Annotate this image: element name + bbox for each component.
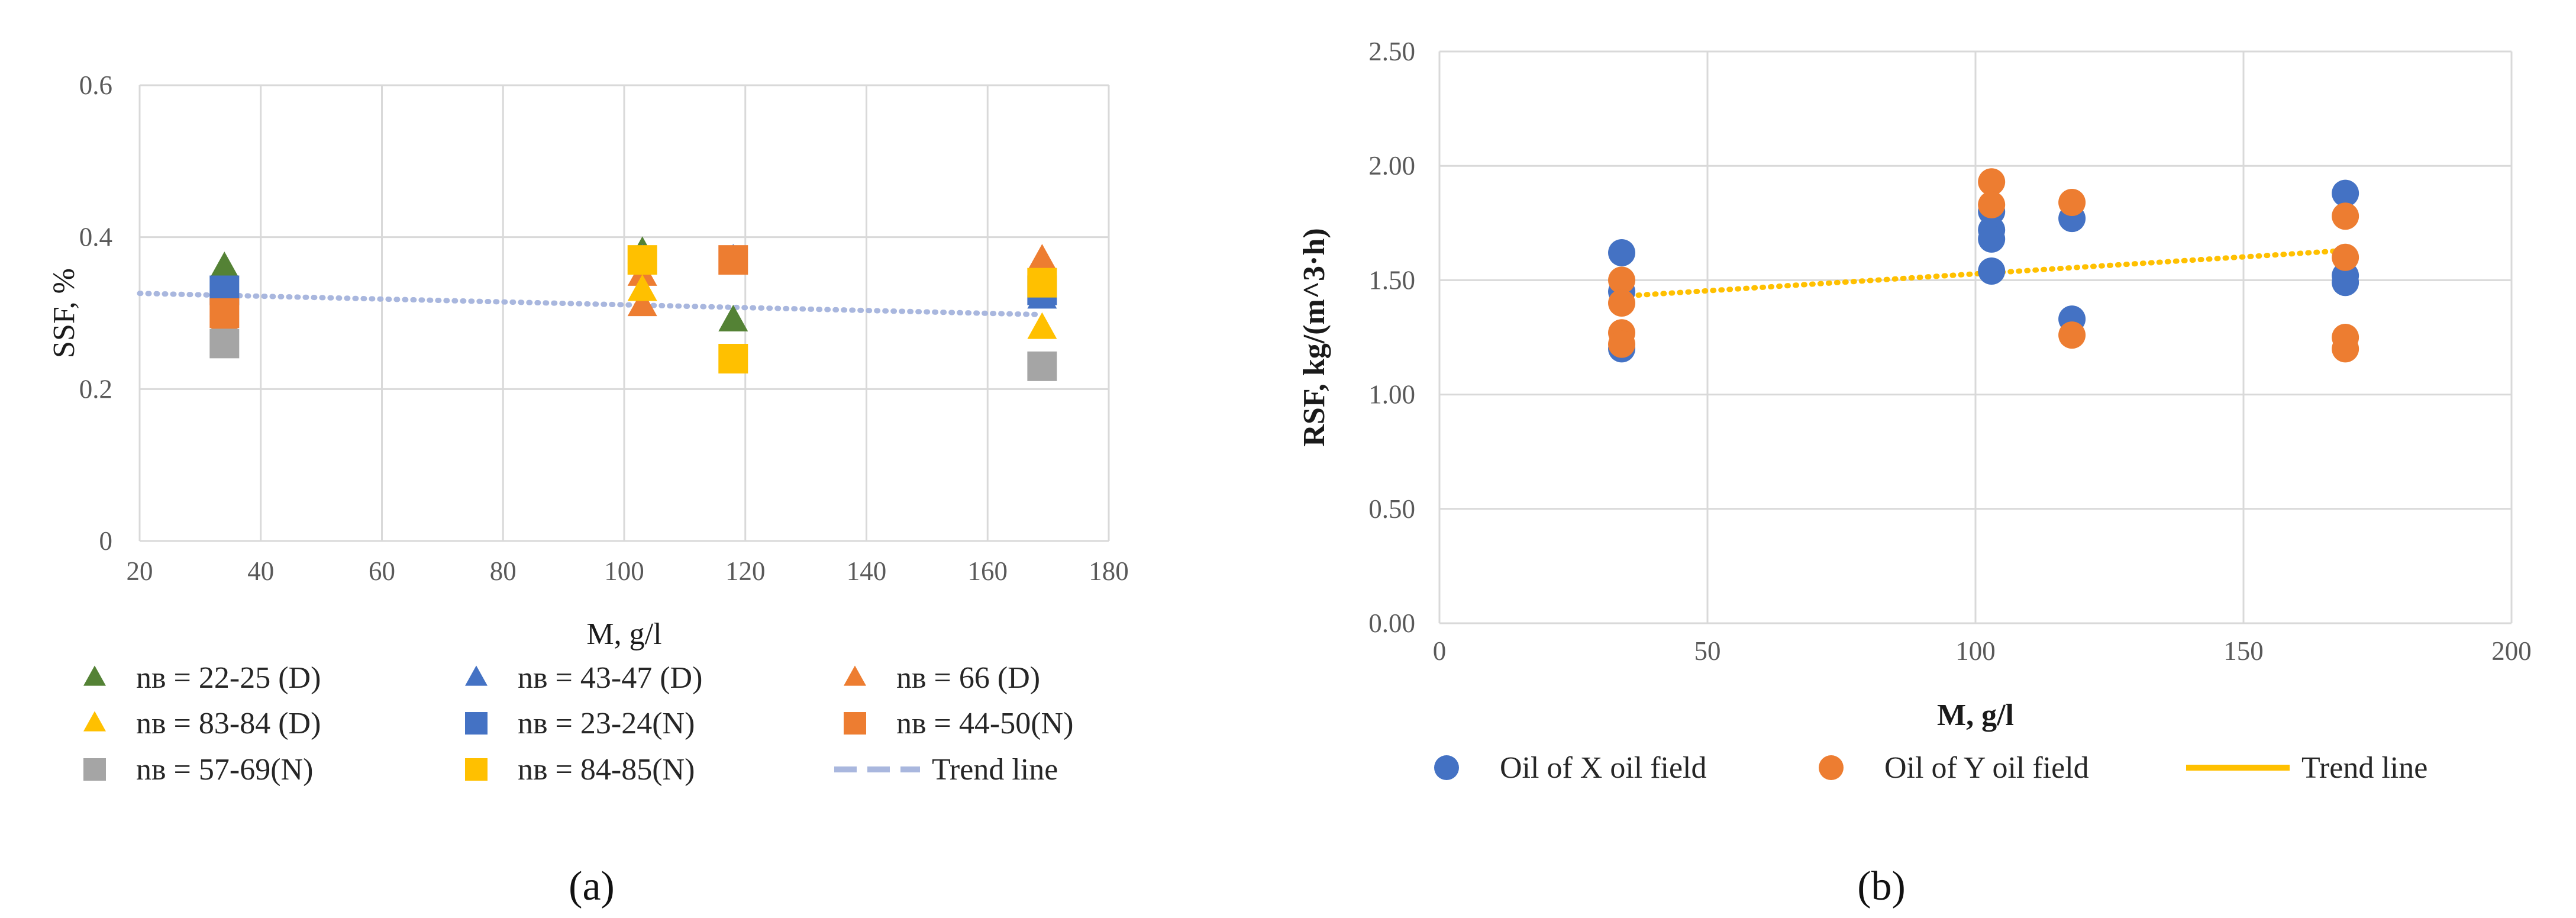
chart-a-point-s7-1 [718, 344, 748, 373]
chart-a-x-tick-label: 160 [968, 556, 1008, 586]
chart-b-y-tick-label: 2.00 [1368, 151, 1415, 181]
chart-b-point-s0-0 [1608, 239, 1636, 267]
chart-a-y-tick-label: 0.6 [79, 70, 112, 100]
chart-b-legend-0-label: Oil of X oil field [1500, 751, 1707, 785]
chart-a-legend-4-symbol [465, 712, 488, 735]
chart-a-y-tick-labels: 0 0.2 0.4 0.6 [79, 70, 112, 556]
chart-a-x-tick-label: 40 [247, 556, 274, 586]
chart-b-legend: Oil of X oil field Oil of Y oil field Tren… [1434, 751, 2427, 785]
chart-b-x-tick-label: 0 [1433, 636, 1447, 666]
chart-a-x-tick-label: 180 [1089, 556, 1129, 586]
chart-b-legend-0-symbol [1434, 755, 1459, 780]
chart-a-legend-3-label: nв = 83-84 (D) [136, 707, 321, 740]
chart-b-y-tick-label: 1.50 [1368, 265, 1415, 295]
chart-b-y-tick-label: 0.50 [1368, 494, 1415, 524]
chart-b: 0.00 0.50 1.00 1.50 2.00 2.50 0 50 100 150 200 M,… [1297, 37, 2532, 909]
chart-b-legend-1-symbol [1819, 755, 1844, 780]
chart-b-x-tick-labels: 0 50 100 150 200 [1433, 636, 2532, 666]
chart-a-x-tick-label: 140 [847, 556, 887, 586]
chart-a-legend-0-label: nв = 22-25 (D) [136, 661, 321, 695]
chart-a-x-axis-label: M, g/l [586, 617, 661, 651]
chart-a-point-s0-0 [209, 252, 240, 278]
chart-a-legend-7-label: nв = 84-85(N) [518, 753, 695, 787]
chart-a-legend-1-symbol [465, 665, 488, 686]
chart-a-y-tick-label: 0 [99, 526, 113, 556]
chart-a-legend-5-label: nв = 44-50(N) [896, 707, 1073, 740]
chart-a-legend-3-symbol [83, 711, 106, 732]
chart-a-legend-6-label: nв = 57-69(N) [136, 753, 313, 787]
chart-b-points [1608, 168, 2359, 363]
chart-a-legend-0-symbol [83, 665, 106, 686]
chart-a-x-tick-label: 80 [490, 556, 517, 586]
chart-a-points [209, 236, 1057, 381]
chart-b-point-s1-11 [2332, 335, 2359, 363]
chart-b-point-s1-1 [1608, 289, 1636, 317]
chart-a-caption: (a) [569, 864, 615, 909]
chart-a-x-tick-label: 100 [604, 556, 644, 586]
chart-a-x-tick-label: 120 [725, 556, 766, 586]
chart-a-point-s0-2 [718, 304, 748, 331]
chart-a-legend-4-label: nв = 23-24(N) [518, 707, 695, 740]
chart-b-y-tick-label: 1.00 [1368, 380, 1415, 410]
chart-a-x-tick-labels: 20 40 60 80 100 120 140 160 180 [127, 556, 1129, 586]
chart-a-legend-2-label: nв = 66 (D) [896, 661, 1040, 695]
chart-a-legend-8-label: Trend line [932, 753, 1058, 787]
chart-b-x-tick-label: 150 [2223, 636, 2264, 666]
chart-a-y-tick-label: 0.2 [79, 374, 112, 404]
chart-a-legend-7-symbol [465, 758, 488, 781]
chart-a-legend-1-label: nв = 43-47 (D) [518, 661, 702, 695]
chart-a-point-s6-1 [1027, 351, 1057, 381]
chart-b-x-axis-label: M, g/l [1937, 698, 2014, 732]
chart-b-point-s1-4 [1978, 168, 2006, 196]
chart-a-y-tick-label: 0.4 [79, 223, 112, 252]
chart-a-point-s3-0 [627, 274, 657, 301]
chart-a-point-s3-1 [1027, 312, 1057, 339]
chart-a-point-s6-0 [209, 328, 240, 359]
chart-b-y-tick-label: 2.50 [1368, 37, 1415, 66]
chart-a: 0 0.2 0.4 0.6 20 40 60 80 100 120 140 160 180 M, g/… [47, 70, 1129, 909]
chart-b-point-s1-0 [1608, 266, 1636, 294]
chart-a-x-tick-label: 60 [369, 556, 395, 586]
chart-a-x-tick-label: 20 [127, 556, 153, 586]
chart-a-trend-line [137, 291, 1045, 318]
chart-b-caption: (b) [1857, 864, 1906, 909]
chart-b-legend-2-label: Trend line [2301, 751, 2427, 785]
chart-b-point-s0-6 [1978, 257, 2006, 285]
chart-b-y-axis-label: RSF, kg/(m^3·h) [1297, 228, 1331, 446]
chart-b-legend-1-label: Oil of Y oil field [1884, 751, 2089, 785]
chart-a-trend [137, 291, 1045, 318]
chart-b-y-tick-labels: 0.00 0.50 1.00 1.50 2.00 2.50 [1368, 37, 1415, 638]
chart-a-legend-5-symbol [844, 712, 866, 735]
chart-b-point-s0-9 [2332, 179, 2359, 207]
chart-b-x-tick-label: 200 [2491, 636, 2532, 666]
chart-b-point-s1-9 [2332, 243, 2359, 271]
chart-a-legend-6-symbol [83, 758, 106, 781]
chart-b-point-s1-7 [2058, 321, 2086, 349]
chart-a-y-axis-label: SSF, % [47, 268, 81, 358]
chart-b-point-s1-6 [2058, 189, 2086, 217]
chart-a-gridlines [138, 84, 1110, 542]
chart-b-point-s0-5 [1978, 225, 2006, 253]
chart-a-point-s7-2 [1027, 268, 1057, 298]
chart-a-legend-2-symbol [844, 665, 866, 686]
chart-b-y-tick-label: 0.00 [1368, 608, 1415, 638]
chart-a-point-s5-1 [718, 245, 748, 275]
chart-b-point-s0-11 [2332, 269, 2359, 297]
chart-b-x-tick-label: 100 [1955, 636, 1996, 666]
chart-b-point-s1-8 [2332, 202, 2359, 230]
chart-a-point-s2-3 [1027, 244, 1057, 271]
chart-a-point-s5-0 [209, 298, 240, 328]
chart-b-point-s1-3 [1608, 330, 1636, 358]
chart-b-x-tick-label: 50 [1694, 636, 1721, 666]
chart-a-legend: nв = 22-25 (D) nв = 43-47 (D) nв = 66 (D) n… [83, 661, 1073, 787]
chart-a-point-s2-1 [627, 289, 657, 317]
chart-b-point-s1-5 [1978, 191, 2006, 218]
chart-a-point-s7-0 [627, 245, 657, 275]
